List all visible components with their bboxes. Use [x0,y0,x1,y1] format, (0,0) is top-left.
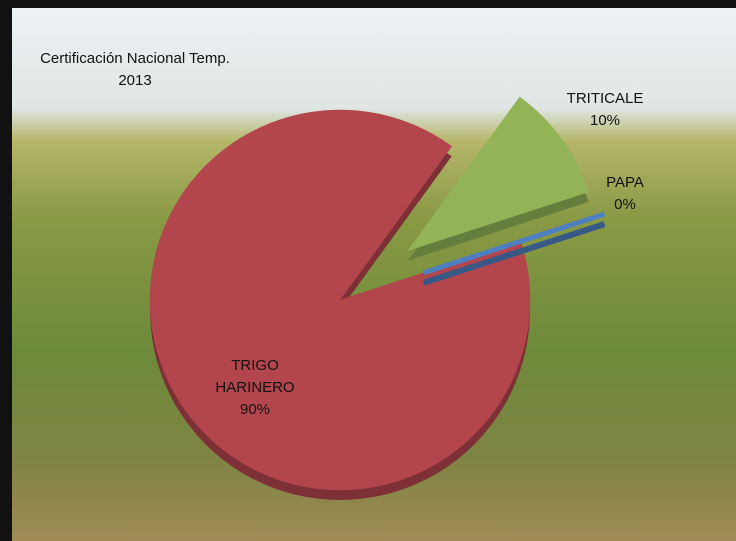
slice-label: TRITICALE 10% [555,88,655,132]
left-border [0,0,12,541]
value-label: 10% [589,112,621,129]
category-label: TRIGO HARINERO [215,357,295,396]
category-label: PAPA [606,174,644,191]
category-label: TRITICALE [566,90,644,107]
slice [407,96,589,252]
slice-label: TRIGO HARINERO 90% [200,355,310,421]
slice-label: PAPA 0% [590,172,660,216]
slice [149,109,531,491]
value-label: 90% [239,401,271,418]
chart-title: Certificación Nacional Temp. 2013 [40,50,230,89]
pie [149,96,606,501]
top-border [0,0,736,8]
value-label: 0% [614,196,636,213]
